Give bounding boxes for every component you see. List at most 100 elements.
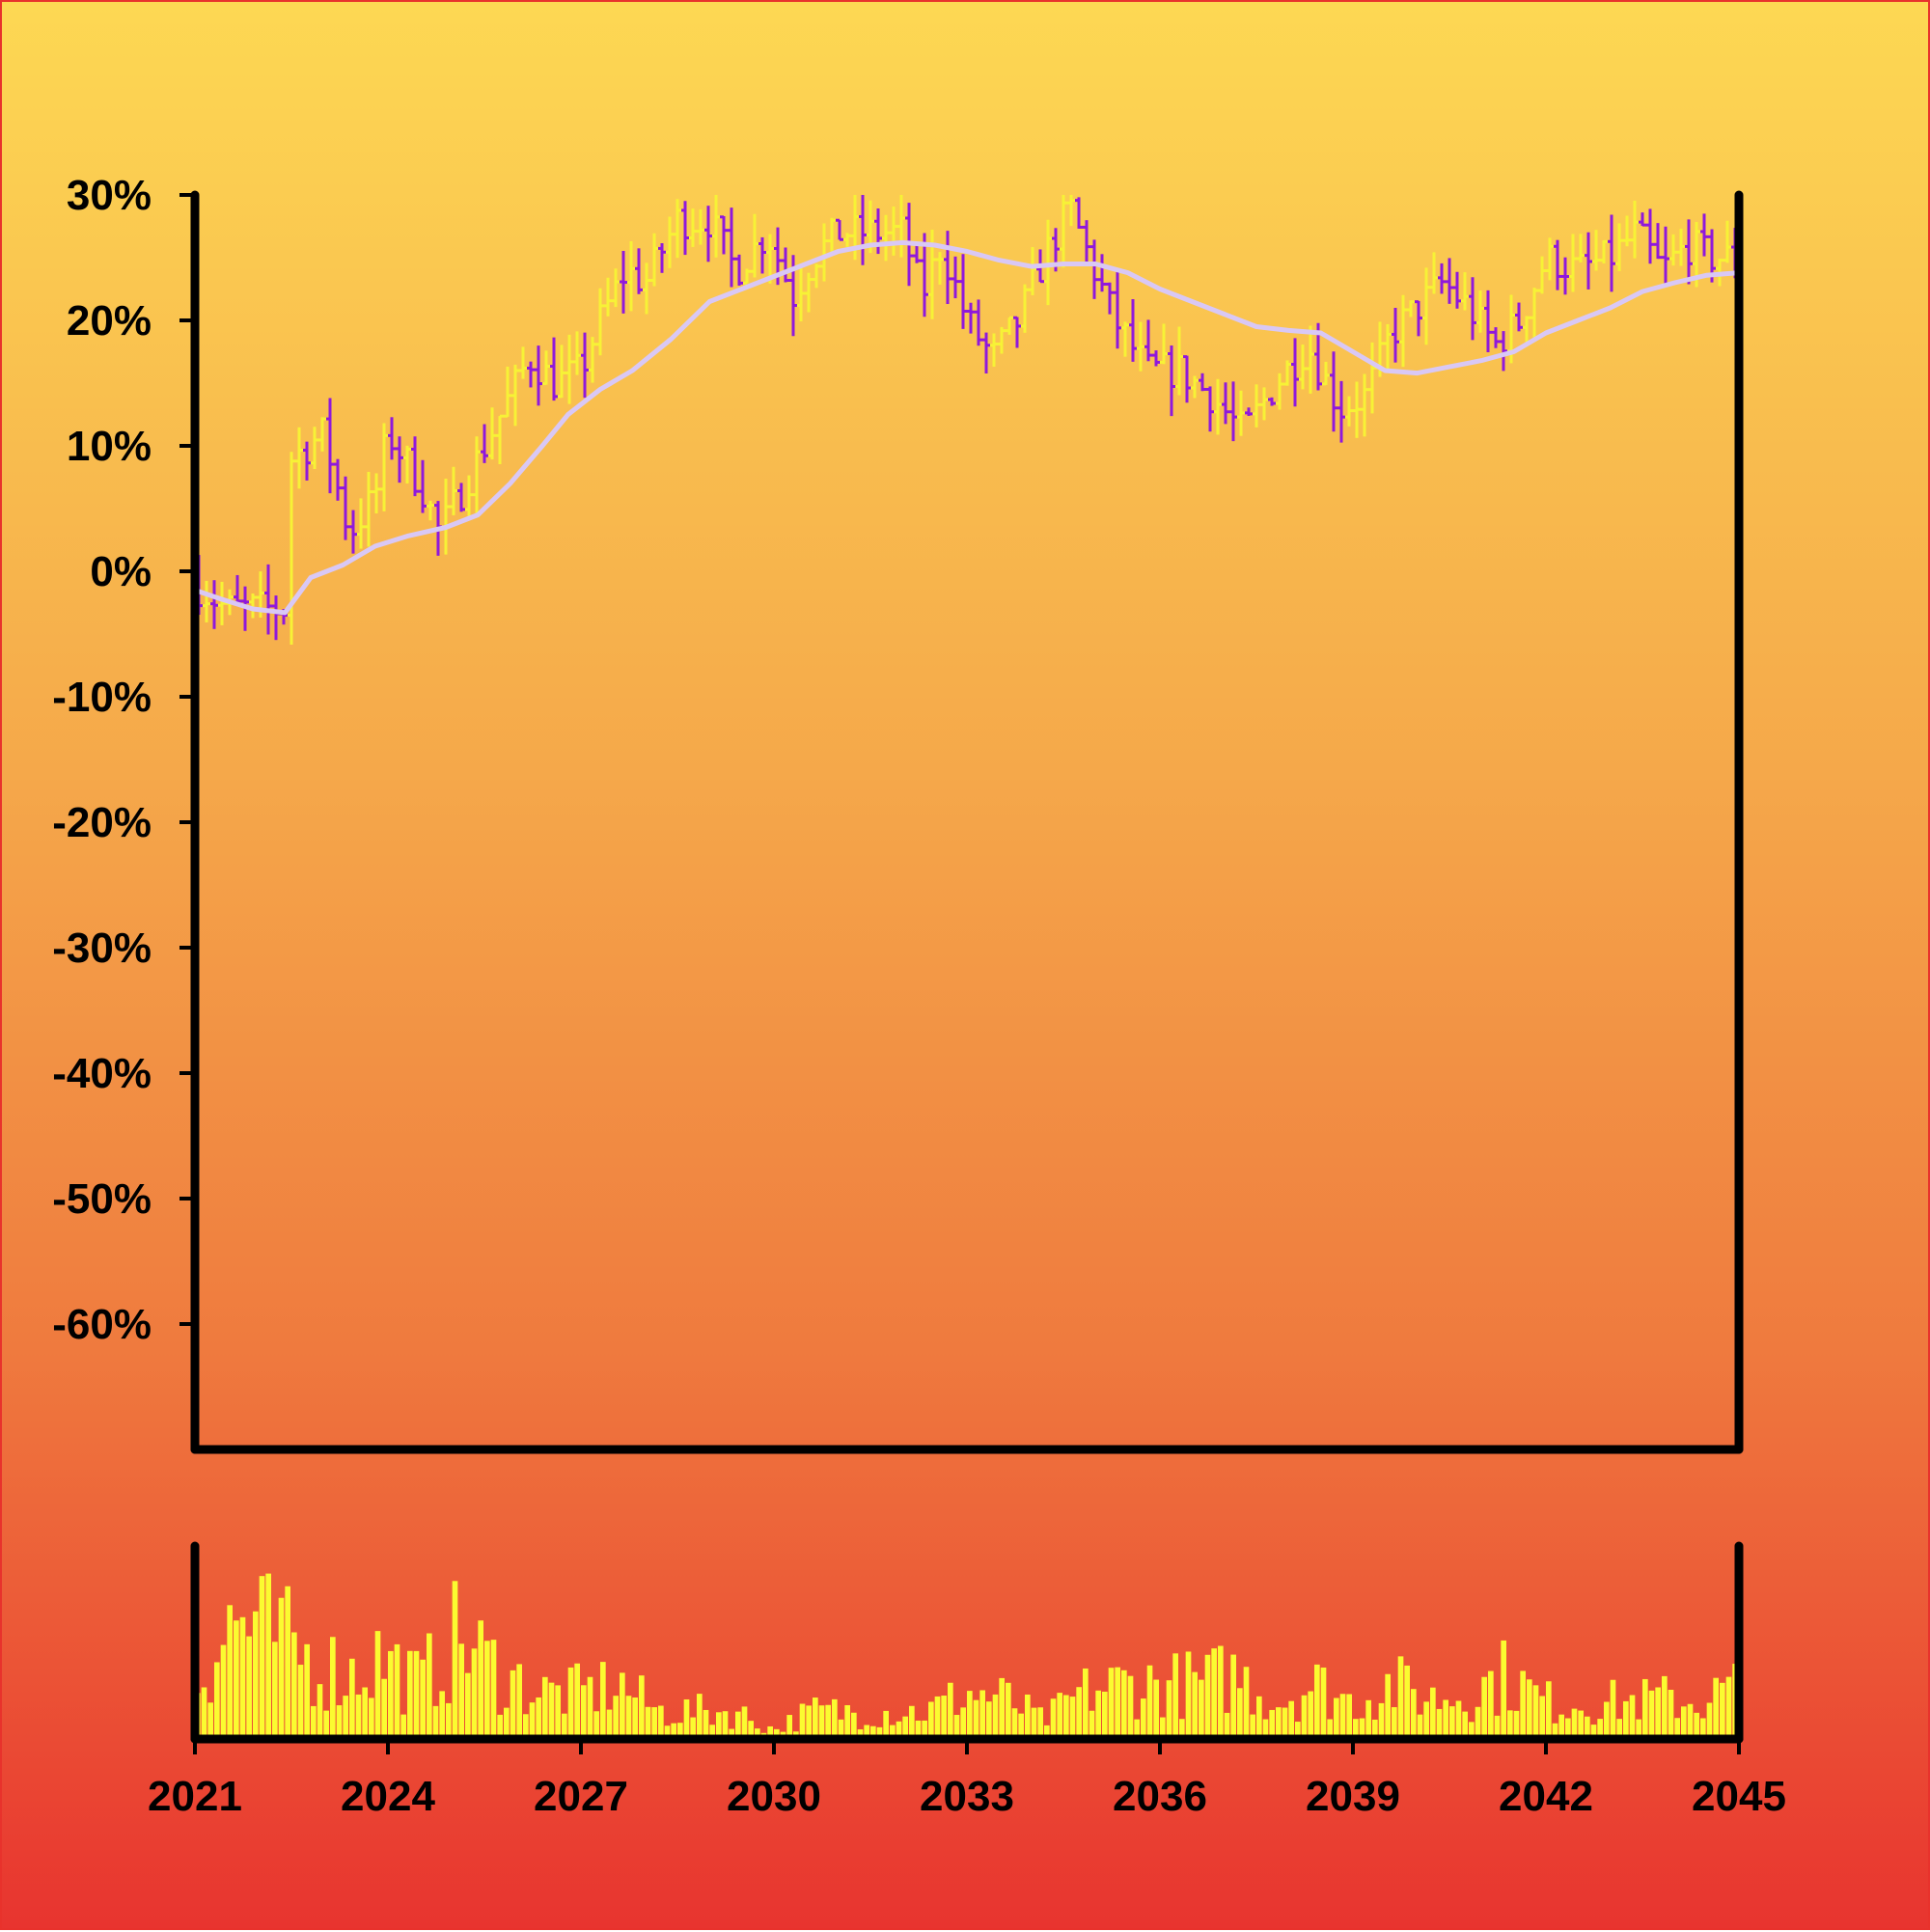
volume-bar xyxy=(1141,1698,1146,1739)
ohlc-bar xyxy=(218,581,226,625)
ohlc-bar xyxy=(403,445,411,483)
volume-bar xyxy=(336,1705,343,1739)
volume-bar xyxy=(864,1725,869,1739)
volume-bar xyxy=(516,1664,522,1739)
volume-bar xyxy=(806,1705,812,1739)
volume-bar xyxy=(832,1698,838,1739)
volume-bar xyxy=(645,1706,651,1739)
ohlc-bar xyxy=(303,441,311,481)
x-tick-label: 2039 xyxy=(1306,1773,1400,1820)
ohlc-bar xyxy=(1206,386,1214,432)
volume-bar xyxy=(207,1702,213,1739)
y-tick-label: -20% xyxy=(52,799,152,846)
ohlc-bar xyxy=(1322,361,1330,386)
volume-bar xyxy=(323,1710,329,1739)
ohlc-bar xyxy=(203,580,210,622)
volume-bar xyxy=(478,1620,483,1739)
volume-bar xyxy=(285,1586,290,1739)
volume-bar xyxy=(1211,1648,1217,1739)
ohlc-bar xyxy=(1685,219,1693,285)
ohlc-bar xyxy=(473,436,481,516)
volume-bar xyxy=(355,1694,362,1739)
volume-bar xyxy=(941,1696,947,1739)
ohlc-bar xyxy=(1199,373,1206,392)
volume-bar xyxy=(1629,1695,1636,1739)
volume-bar xyxy=(825,1704,831,1739)
volume-bar xyxy=(870,1725,876,1739)
ohlc-bar xyxy=(527,361,535,388)
ohlc-bar xyxy=(388,417,396,460)
ohlc-bar xyxy=(666,216,674,268)
volume-bar xyxy=(1411,1689,1417,1739)
volume-bar xyxy=(1314,1664,1320,1739)
ohlc-bar xyxy=(1114,267,1121,349)
y-axis-tick-labels: 30% 20% 10% 0% -10% -20% -30% -40% -50% -60% xyxy=(52,172,152,1348)
volume-bar xyxy=(1069,1697,1076,1739)
volume-bar xyxy=(234,1620,239,1739)
volume-bar xyxy=(1585,1716,1590,1739)
ohlc-bar xyxy=(797,263,805,322)
volume-bar xyxy=(1655,1687,1661,1739)
volume-bar xyxy=(536,1697,541,1739)
volume-bar xyxy=(600,1662,606,1739)
volume-bar xyxy=(999,1677,1005,1739)
ohlc-bar xyxy=(465,475,473,517)
volume-bar xyxy=(729,1728,734,1739)
ohlc-bar xyxy=(1461,272,1469,311)
ohlc-bar xyxy=(990,333,998,367)
volume-bar xyxy=(1687,1703,1694,1739)
ohlc-bar xyxy=(728,207,735,288)
ohlc-bar xyxy=(658,243,666,273)
volume-bar xyxy=(523,1714,529,1739)
ohlc-bar xyxy=(1345,396,1353,427)
ohlc-bar xyxy=(843,233,851,247)
volume-bar xyxy=(291,1632,297,1739)
volume-bar xyxy=(1127,1675,1134,1739)
x-tick-label: 2021 xyxy=(148,1773,242,1820)
volume-bar xyxy=(703,1709,709,1739)
volume-bar xyxy=(1031,1707,1037,1739)
volume-bar xyxy=(1295,1722,1301,1739)
ohlc-bar xyxy=(1237,390,1245,436)
volume-bar xyxy=(330,1637,336,1739)
ohlc-bar xyxy=(596,288,604,356)
volume-bar xyxy=(1578,1710,1584,1739)
volume-bar xyxy=(1153,1679,1159,1739)
volume-bar xyxy=(1262,1719,1269,1739)
ohlc-bar xyxy=(1299,345,1307,390)
ohlc-bar xyxy=(1469,277,1476,341)
ohlc-bar xyxy=(1438,262,1446,294)
ohlc-bar xyxy=(573,331,581,375)
volume-bar xyxy=(1430,1687,1436,1739)
ohlc-bar xyxy=(1006,316,1013,335)
ohlc-bar xyxy=(1253,384,1260,428)
ohlc-bar xyxy=(1121,321,1129,357)
volume-bar xyxy=(1339,1694,1346,1739)
ohlc-bar xyxy=(1090,239,1098,299)
ohlc-bar xyxy=(326,398,334,494)
ohlc-bar xyxy=(1407,300,1415,317)
volume-bar xyxy=(548,1682,555,1739)
volume-bar xyxy=(709,1725,715,1739)
volume-bar xyxy=(890,1725,896,1739)
ohlc-bar xyxy=(1453,271,1461,309)
volume-bar xyxy=(253,1611,259,1739)
ohlc-bar xyxy=(1561,257,1569,295)
ohlc-bar xyxy=(836,218,843,241)
volume-bar xyxy=(1378,1702,1385,1739)
volume-bar xyxy=(574,1663,580,1739)
ohlc-bar xyxy=(697,208,704,245)
volume-bar xyxy=(896,1721,902,1739)
ohlc-bar xyxy=(635,248,643,294)
ohlc-bar xyxy=(1677,228,1685,266)
volume-bar xyxy=(297,1665,304,1739)
ohlc-bar xyxy=(1399,294,1407,368)
ohlc-bar xyxy=(565,334,573,404)
ohlc-bar xyxy=(542,350,550,386)
ohlc-bar xyxy=(1330,351,1337,432)
volume-bar xyxy=(593,1711,599,1739)
volume-bar xyxy=(529,1702,536,1739)
x-axis-tick-labels: 2021 2024 2027 2030 2033 2036 2039 2042 2045 xyxy=(148,1773,1786,1820)
y-tick-label: -60% xyxy=(52,1301,152,1348)
